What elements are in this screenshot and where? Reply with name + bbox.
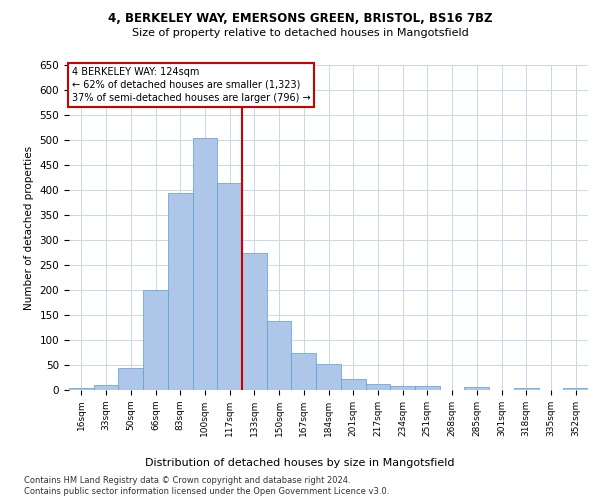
Bar: [217, 182, 242, 390]
Text: Size of property relative to detached houses in Mangotsfield: Size of property relative to detached ho…: [131, 28, 469, 38]
Text: 4, BERKELEY WAY, EMERSONS GREEN, BRISTOL, BS16 7BZ: 4, BERKELEY WAY, EMERSONS GREEN, BRISTOL…: [108, 12, 492, 26]
Bar: [143, 290, 168, 390]
Bar: [242, 252, 267, 390]
Bar: [69, 388, 94, 390]
Text: Distribution of detached houses by size in Mangotsfield: Distribution of detached houses by size …: [145, 458, 455, 468]
Bar: [341, 379, 365, 390]
Text: Contains HM Land Registry data © Crown copyright and database right 2024.: Contains HM Land Registry data © Crown c…: [24, 476, 350, 485]
Bar: [390, 386, 415, 390]
Bar: [267, 321, 292, 390]
Bar: [94, 385, 118, 390]
Text: 4 BERKELEY WAY: 124sqm
← 62% of detached houses are smaller (1,323)
37% of semi-: 4 BERKELEY WAY: 124sqm ← 62% of detached…: [71, 66, 310, 103]
Y-axis label: Number of detached properties: Number of detached properties: [24, 146, 34, 310]
Bar: [168, 192, 193, 390]
Bar: [514, 388, 539, 390]
Bar: [193, 138, 217, 390]
Bar: [415, 386, 440, 390]
Bar: [464, 387, 489, 390]
Bar: [563, 388, 588, 390]
Bar: [118, 368, 143, 390]
Text: Contains public sector information licensed under the Open Government Licence v3: Contains public sector information licen…: [24, 488, 389, 496]
Bar: [316, 364, 341, 390]
Bar: [365, 384, 390, 390]
Bar: [292, 352, 316, 390]
